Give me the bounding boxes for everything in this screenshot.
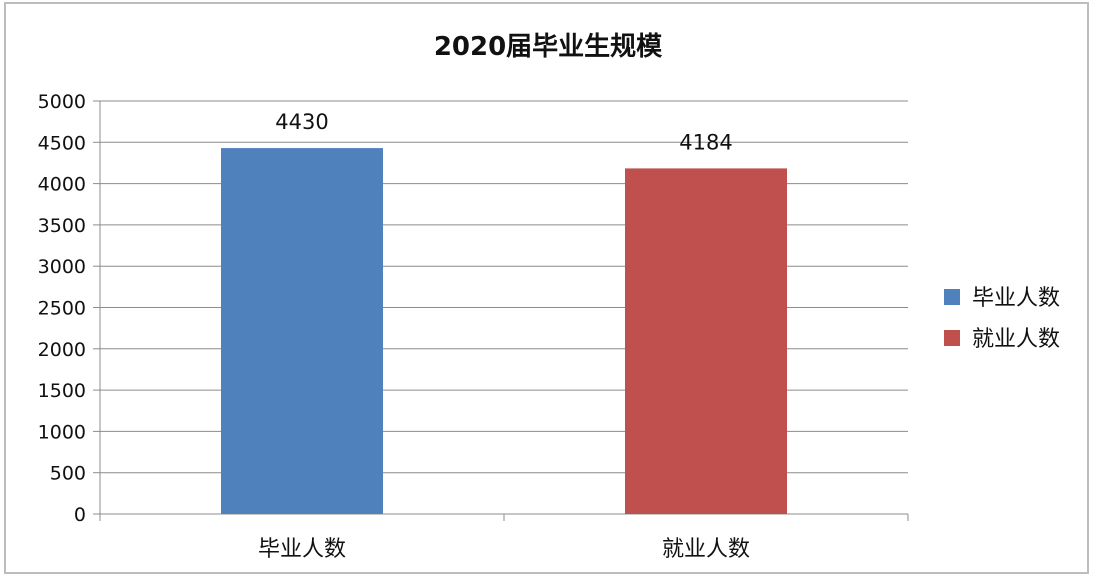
bar-employed — [625, 168, 787, 514]
y-tick-label: 1000 — [38, 421, 86, 443]
x-category-label: 就业人数 — [662, 537, 750, 562]
legend-swatch — [944, 289, 960, 305]
x-category-label: 毕业人数 — [258, 537, 346, 562]
chart-title: 2020届毕业生规模 — [434, 32, 663, 62]
y-tick-label: 4500 — [38, 132, 86, 154]
data-label: 4430 — [275, 110, 328, 134]
y-tick-label: 5000 — [38, 91, 86, 113]
y-tick-label: 4000 — [38, 174, 86, 196]
legend-swatch — [944, 330, 960, 346]
y-tick-label: 3000 — [38, 256, 86, 278]
y-tick-label: 0 — [74, 504, 86, 526]
bar-graduates — [221, 148, 383, 514]
legend-label: 就业人数 — [972, 327, 1060, 352]
y-tick-label: 1500 — [38, 380, 86, 402]
legend-label: 毕业人数 — [972, 286, 1060, 311]
data-label: 4184 — [679, 130, 732, 154]
y-tick-label: 500 — [50, 463, 86, 485]
y-tick-label: 2500 — [38, 298, 86, 320]
y-tick-label: 3500 — [38, 215, 86, 237]
y-tick-label: 2000 — [38, 339, 86, 361]
